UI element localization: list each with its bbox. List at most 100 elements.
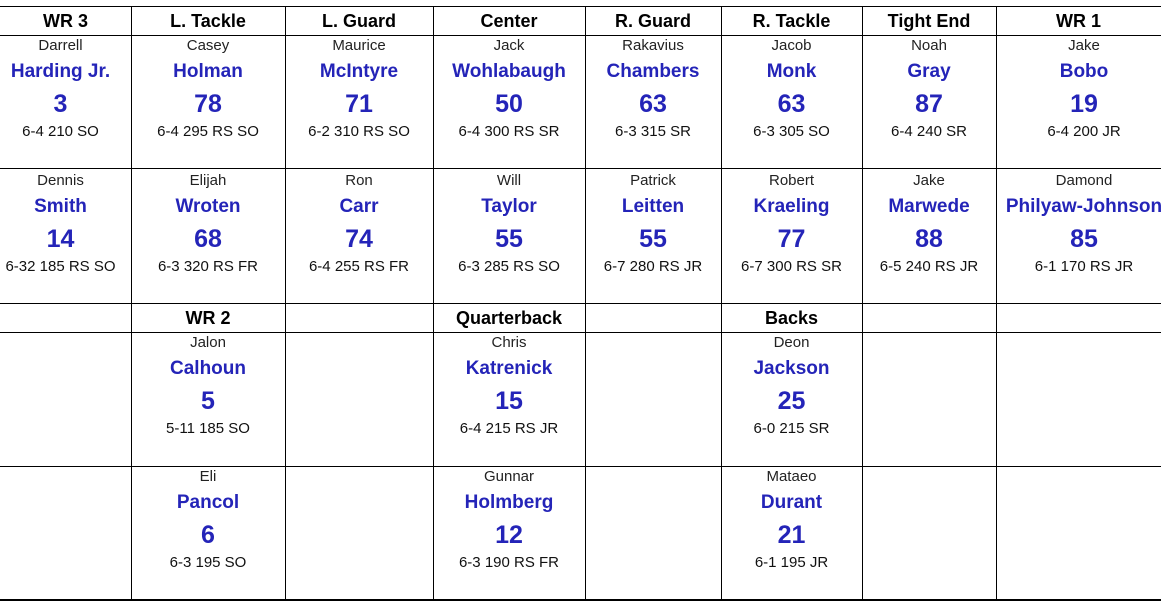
player-first-name: Gunnar (483, 468, 535, 485)
header-center: Center (480, 10, 538, 31)
player-card-lt-1: Casey Holman 78 6-4 295 RS SO (131, 36, 285, 170)
grid-line-bottom (0, 599, 1161, 601)
player-last-name: Holman (173, 61, 243, 82)
player-card-te-2: Jake Marwede 88 6-5 240 RS JR (862, 169, 996, 303)
player-card-c-2: Will Taylor 55 6-3 285 RS SO (433, 169, 585, 303)
player-first-name: Rakavius (622, 37, 684, 54)
player-info: 6-4 295 RS SO (157, 123, 259, 140)
player-last-name: Leitten (621, 196, 685, 217)
player-last-name: Wroten (175, 196, 241, 217)
player-info: 6-4 300 RS SR (458, 123, 560, 140)
grid-vline-7 (996, 6, 997, 601)
player-last-name: Wohlabaugh (452, 61, 566, 82)
grid-line-row2-bottom (0, 303, 1161, 304)
player-last-name: Smith (34, 196, 87, 217)
grid-line-header1-bottom (0, 35, 1161, 36)
player-number: 3 (53, 90, 68, 118)
player-card-rg-1: Rakavius Chambers 63 6-3 315 SR (585, 36, 721, 170)
grid-vline-5 (721, 6, 722, 601)
grid-line-row3-bottom (0, 466, 1161, 467)
player-first-name: Chris (491, 334, 527, 351)
player-card-lg-2: Ron Carr 74 6-4 255 RS FR (285, 169, 433, 303)
player-info: 6-3 305 SO (753, 123, 830, 140)
player-number: 63 (777, 90, 806, 118)
player-card-wr1-1: Jake Bobo 19 6-4 200 JR (1003, 36, 1161, 170)
header-right-tackle: R. Tackle (752, 10, 831, 31)
player-first-name: Jack (493, 37, 525, 54)
grid-line-header2-bottom (0, 332, 1161, 333)
player-number: 5 (201, 387, 215, 415)
player-info: 6-3 190 RS FR (458, 554, 560, 571)
player-last-name: Taylor (481, 196, 537, 217)
player-info: 6-2 310 RS SO (308, 123, 410, 140)
player-info: 6-32 185 RS SO (5, 258, 116, 275)
player-card-qb-2: Gunnar Holmberg 12 6-3 190 RS FR (433, 467, 585, 601)
player-first-name: Patrick (630, 172, 676, 189)
player-number: 6 (201, 521, 215, 549)
header-left-tackle: L. Tackle (170, 10, 246, 31)
player-first-name: Noah (911, 37, 947, 54)
player-last-name: McIntyre (319, 61, 399, 82)
player-card-wr3-2: Dennis Smith 14 6-32 185 RS SO (0, 169, 131, 303)
player-number: 88 (915, 225, 943, 253)
player-first-name: Darrell (38, 37, 83, 54)
player-first-name: Jake (913, 172, 945, 189)
header-wr1: WR 1 (1056, 10, 1101, 31)
header-tight-end: Tight End (887, 10, 971, 31)
player-info: 6-7 300 RS SR (741, 258, 842, 275)
player-info: 6-3 315 SR (615, 123, 691, 140)
player-first-name: Jalon (190, 334, 226, 351)
grid-vline-3 (433, 6, 434, 601)
player-last-name: Carr (339, 196, 379, 217)
player-first-name: Eli (199, 468, 217, 485)
player-info: 6-0 215 SR (753, 420, 830, 437)
header-wr2: WR 2 (185, 308, 231, 328)
grid-vline-6 (862, 6, 863, 601)
player-first-name: Dennis (37, 172, 84, 189)
player-number: 25 (777, 387, 806, 415)
player-info: 6-3 320 RS FR (157, 258, 259, 275)
player-last-name: Philyaw-Johnson (1005, 196, 1161, 217)
player-card-rb-1: Deon Jackson 25 6-0 215 SR (721, 333, 862, 467)
player-number: 14 (46, 225, 75, 253)
player-info: 6-4 210 SO (22, 123, 99, 140)
player-card-lg-1: Maurice McIntyre 71 6-2 310 RS SO (285, 36, 433, 170)
player-number: 55 (495, 225, 523, 253)
player-card-rt-1: Jacob Monk 63 6-3 305 SO (721, 36, 862, 170)
player-first-name: Casey (186, 37, 230, 54)
grid-vline-4 (585, 6, 586, 601)
player-number: 71 (345, 90, 373, 118)
header-right-guard: R. Guard (614, 10, 691, 31)
player-last-name: Monk (766, 61, 817, 82)
player-info: 6-1 170 RS JR (1034, 258, 1134, 275)
player-info: 6-5 240 RS JR (879, 258, 979, 275)
player-info: 6-3 285 RS SO (458, 258, 560, 275)
player-card-qb-1: Chris Katrenick 15 6-4 215 RS JR (433, 333, 585, 467)
player-first-name: Deon (773, 334, 810, 351)
player-info: 6-7 280 RS JR (603, 258, 703, 275)
grid-line-row1-bottom (0, 168, 1161, 169)
player-card-c-1: Jack Wohlabaugh 50 6-4 300 RS SR (433, 36, 585, 170)
header-backs: Backs (764, 308, 819, 328)
player-card-rb-2: Mataeo Durant 21 6-1 195 JR (721, 467, 862, 601)
player-first-name: Jake (1068, 37, 1100, 54)
player-info: 6-3 195 SO (169, 554, 247, 571)
player-first-name: Will (496, 172, 522, 189)
player-first-name: Elijah (189, 172, 227, 189)
player-first-name: Mataeo (766, 468, 817, 485)
player-number: 74 (345, 225, 373, 253)
player-number: 78 (194, 90, 222, 118)
player-info: 6-4 240 SR (891, 123, 967, 140)
player-first-name: Ron (345, 172, 373, 189)
player-number: 21 (777, 521, 806, 549)
player-last-name: Harding Jr. (10, 61, 111, 82)
player-first-name: Robert (768, 172, 815, 189)
player-card-wr2-2: Eli Pancol 6 6-3 195 SO (131, 467, 285, 601)
player-number: 12 (495, 521, 523, 549)
player-number: 68 (194, 225, 222, 253)
player-card-rg-2: Patrick Leitten 55 6-7 280 RS JR (585, 169, 721, 303)
player-info: 5-11 185 SO (166, 420, 250, 437)
player-card-lt-2: Elijah Wroten 68 6-3 320 RS FR (131, 169, 285, 303)
player-card-te-1: Noah Gray 87 6-4 240 SR (862, 36, 996, 170)
